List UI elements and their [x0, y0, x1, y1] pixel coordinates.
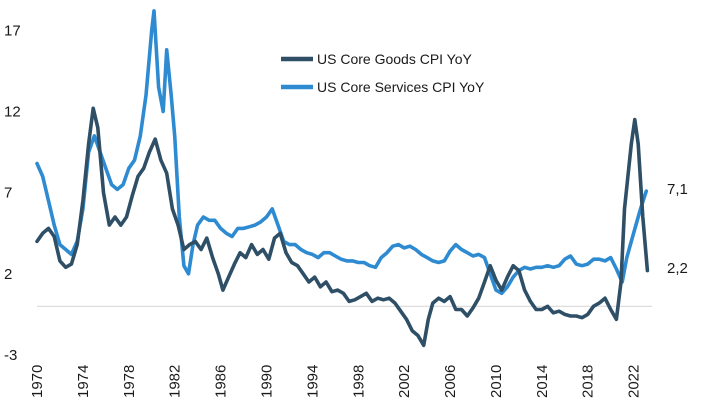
end-label-services: 7,1 — [667, 181, 688, 198]
y-tick-label: 12 — [4, 104, 21, 121]
series-line-goods — [35, 106, 650, 348]
y-tick-label: 2 — [4, 266, 12, 283]
x-tick-label: 1974 — [75, 365, 92, 398]
x-tick-label: 1994 — [304, 365, 321, 398]
x-tick-label: 2022 — [626, 365, 643, 398]
x-tick-label: 1982 — [167, 365, 184, 398]
legend-label-services: US Core Services CPI YoY — [317, 79, 485, 95]
legend: US Core Goods CPI YoY US Core Services C… — [281, 51, 485, 95]
legend-label-goods: US Core Goods CPI YoY — [317, 51, 473, 67]
series-line-services — [35, 9, 649, 296]
x-tick-label: 2002 — [396, 365, 413, 398]
y-tick-labels: -3 2 7 12 17 — [4, 22, 21, 364]
series-layer — [35, 9, 650, 348]
x-tick-labels: 1970 1974 1978 1982 1986 1990 1994 1998 2002 2006… — [29, 365, 643, 398]
x-tick-label: 2006 — [442, 365, 459, 398]
x-tick-label: 1990 — [258, 365, 275, 398]
x-tick-label: 2018 — [580, 365, 597, 398]
y-tick-label: -3 — [4, 347, 17, 364]
x-tick-label: 2010 — [488, 365, 505, 398]
x-tick-label: 1978 — [121, 365, 138, 398]
x-tick-label: 1998 — [350, 365, 367, 398]
x-tick-label: 2014 — [534, 365, 551, 398]
y-tick-label: 7 — [4, 185, 12, 202]
x-tick-label: 1986 — [213, 365, 230, 398]
end-label-goods: 2,2 — [667, 260, 688, 277]
x-tick-label: 1970 — [29, 365, 46, 398]
y-tick-label: 17 — [4, 22, 21, 39]
